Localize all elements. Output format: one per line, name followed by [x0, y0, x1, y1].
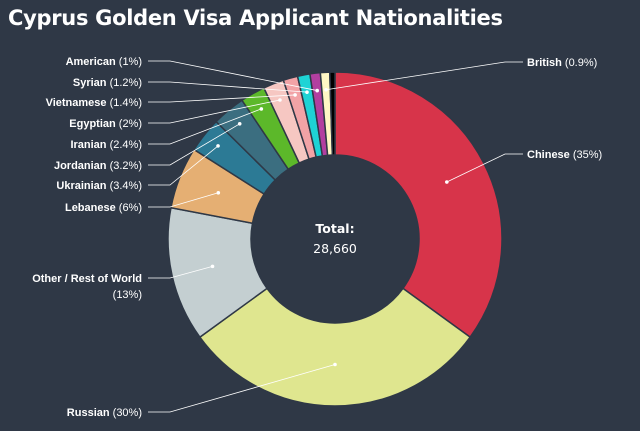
slice-chinese: [334, 71, 503, 339]
chart-title: Cyprus Golden Visa Applicant Nationaliti…: [8, 6, 503, 30]
label-vietnamese: Vietnamese (1.4%): [46, 97, 142, 109]
center-value: 28,660: [313, 241, 357, 256]
leader-lines-group: [148, 60, 523, 413]
leader-dot-syrian: [305, 90, 309, 94]
center-title: Total:: [315, 221, 354, 236]
slice-russian: [198, 287, 472, 407]
label-chinese: Chinese (35%): [527, 149, 602, 161]
label-british: British (0.9%): [527, 57, 597, 69]
leader-line-egyptian: [148, 99, 281, 124]
leader-line-vietnamese: [148, 94, 296, 103]
label-ukrainian: Ukrainian (3.4%): [56, 180, 142, 192]
label-american: American (1%): [66, 56, 142, 68]
leader-line-iranian: [148, 108, 262, 145]
leader-dot-american: [315, 88, 319, 93]
leader-line-chinese: [446, 153, 523, 183]
leader-line-ukrainian: [148, 145, 219, 186]
leader-dot-iranian: [259, 107, 264, 111]
label-iranian: Iranian (2.4%): [70, 139, 142, 151]
label-other-rest-of-world: Other / Rest of World (13%): [32, 273, 142, 301]
label-jordanian: Jordanian (3.2%): [54, 160, 142, 172]
leader-line-russian: [148, 364, 336, 413]
label-russian: Russian (30%): [67, 407, 142, 419]
leader-line-other-rest-of-world: [148, 265, 213, 279]
label-lebanese: Lebanese (6%): [65, 202, 142, 214]
leader-line-syrian: [148, 81, 308, 93]
leader-line-american: [148, 60, 318, 91]
label-egyptian: Egyptian (2%): [69, 118, 142, 130]
leader-line-lebanese: [148, 192, 219, 208]
leader-line-british: [326, 61, 523, 91]
label-syrian: Syrian (1.2%): [73, 77, 142, 89]
slices-group: [167, 71, 503, 407]
leader-line-jordanian: [148, 123, 240, 166]
slice-unlabeled: [328, 71, 336, 156]
labels-group: Chinese (35%) Russian (30%) Other / Rest o…: [32, 56, 602, 419]
